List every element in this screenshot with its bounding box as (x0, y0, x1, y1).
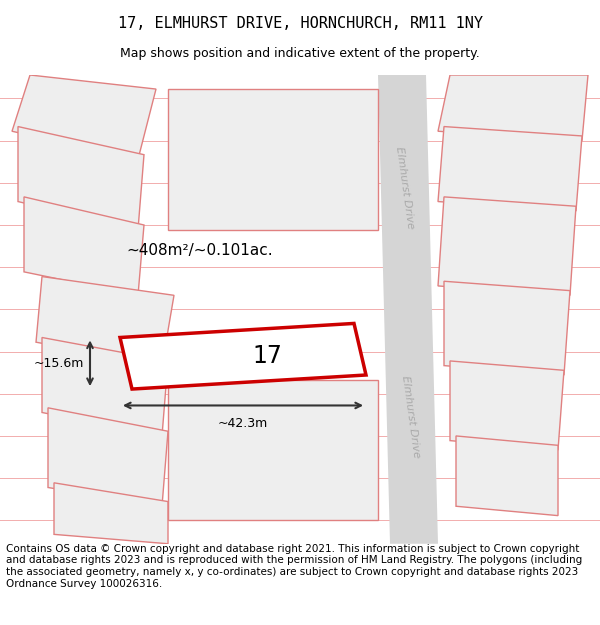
Text: ~42.3m: ~42.3m (218, 418, 268, 430)
Text: Elmhurst Drive: Elmhurst Drive (400, 376, 422, 459)
Text: ~15.6m: ~15.6m (34, 357, 84, 370)
Polygon shape (438, 126, 582, 211)
Polygon shape (378, 75, 438, 544)
Polygon shape (12, 75, 156, 159)
Polygon shape (18, 126, 144, 229)
Text: Map shows position and indicative extent of the property.: Map shows position and indicative extent… (120, 46, 480, 59)
Polygon shape (120, 324, 366, 389)
Polygon shape (438, 197, 576, 295)
Polygon shape (450, 361, 564, 450)
Polygon shape (54, 482, 168, 544)
Polygon shape (48, 408, 168, 506)
Text: 17, ELMHURST DRIVE, HORNCHURCH, RM11 1NY: 17, ELMHURST DRIVE, HORNCHURCH, RM11 1NY (118, 16, 482, 31)
Text: Contains OS data © Crown copyright and database right 2021. This information is : Contains OS data © Crown copyright and d… (6, 544, 582, 589)
Text: ~408m²/~0.101ac.: ~408m²/~0.101ac. (126, 242, 272, 258)
Polygon shape (42, 338, 168, 436)
Text: 17: 17 (252, 344, 282, 368)
Polygon shape (24, 197, 144, 295)
Text: Elmhurst Drive: Elmhurst Drive (394, 146, 416, 229)
Polygon shape (168, 89, 378, 229)
Polygon shape (456, 436, 558, 516)
Polygon shape (444, 281, 570, 375)
Polygon shape (36, 276, 174, 366)
Polygon shape (168, 379, 378, 520)
Polygon shape (438, 75, 588, 141)
